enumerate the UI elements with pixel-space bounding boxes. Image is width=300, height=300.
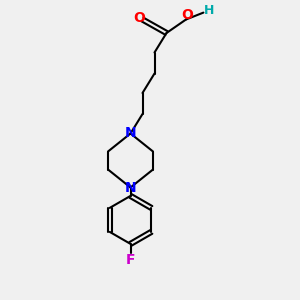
Text: N: N (125, 126, 136, 140)
Text: N: N (125, 181, 136, 195)
Text: O: O (182, 8, 194, 22)
Text: H: H (204, 4, 214, 17)
Text: F: F (126, 253, 135, 266)
Text: O: O (134, 11, 146, 25)
